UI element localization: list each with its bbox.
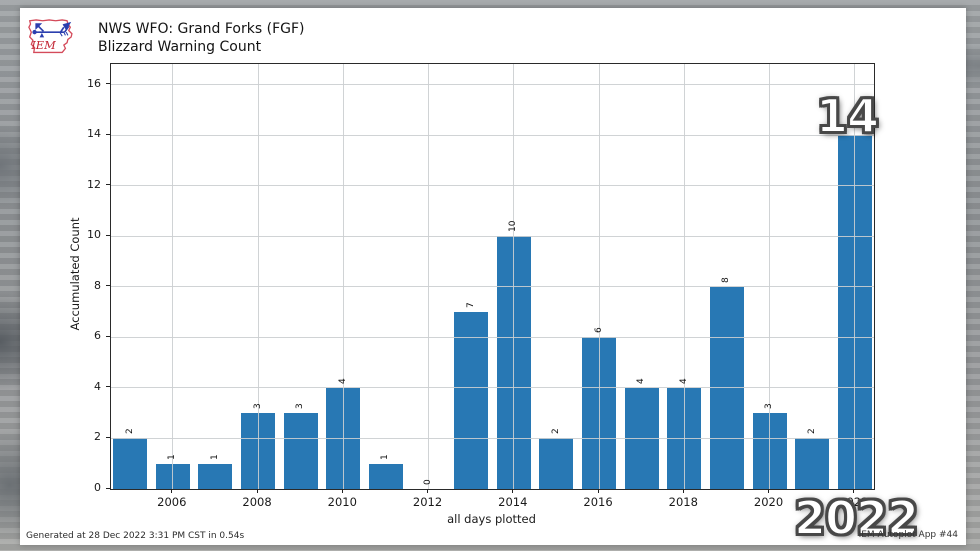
bar-value-label-2017: 4 — [636, 378, 647, 384]
bar-value-label-2019: 8 — [721, 277, 732, 283]
bar-value-label-2006: 1 — [167, 454, 178, 460]
gridline-x-2022 — [854, 64, 856, 489]
chart-title: NWS WFO: Grand Forks (FGF) Blizzard Warn… — [98, 20, 305, 56]
bar-value-label-2007: 1 — [209, 454, 220, 460]
y-tick-label-12: 12 — [87, 177, 101, 191]
gridline-x-2006 — [172, 64, 174, 489]
highlight-year-label: 2022 — [793, 491, 920, 545]
x-tick-label-2018: 2018 — [668, 495, 698, 509]
x-tick-label-2014: 2014 — [498, 495, 528, 509]
bar-2005 — [113, 438, 148, 489]
gridline-x-2012 — [428, 64, 430, 489]
highlight-value-label: 14 — [815, 89, 880, 143]
bar-value-label-2020: 3 — [764, 403, 775, 410]
gridline-y-8 — [111, 286, 874, 288]
y-tick-label-2: 2 — [94, 430, 101, 444]
plot-area: 2 1 1 3 3 4 1 0 7 10 2 6 4 4 8 3 2 — [110, 63, 875, 490]
chart-title-line2: Blizzard Warning Count — [98, 39, 262, 55]
bar-2009 — [283, 413, 318, 489]
x-axis-label: all days plotted — [447, 512, 536, 526]
gridline-y-2 — [111, 437, 874, 439]
gridline-x-2010 — [342, 64, 344, 489]
weather-vane-icon — [32, 21, 72, 38]
app-credit: IEM Autoplot App #44 — [858, 530, 958, 540]
bar-value-label-2016: 6 — [593, 327, 604, 334]
chart-title-line1: NWS WFO: Grand Forks (FGF) — [98, 21, 305, 37]
bar-value-label-2021: 2 — [806, 428, 817, 435]
y-tick-label-0: 0 — [94, 481, 101, 494]
iem-logo: IEM — [28, 19, 73, 54]
bar-2007 — [198, 463, 233, 489]
gridline-x-2018 — [683, 64, 685, 489]
bar-value-label-2012: 0 — [423, 479, 434, 485]
bar-2013 — [454, 312, 489, 489]
bar-2011 — [368, 463, 403, 489]
generated-timestamp: Generated at 28 Dec 2022 3:31 PM CST in … — [26, 531, 245, 541]
chart-panel: IEM NWS WFO: Grand Forks (FGF) Blizzard … — [20, 8, 966, 545]
x-tick-label-2010: 2010 — [327, 495, 357, 509]
y-tick-label-14: 14 — [87, 127, 101, 141]
y-tick-label-16: 16 — [87, 76, 101, 90]
x-tick-label-2016: 2016 — [583, 495, 613, 509]
bar-value-label-2018: 4 — [678, 378, 689, 384]
iem-logo-text: IEM — [30, 38, 56, 52]
x-tick-label-2020: 2020 — [753, 495, 784, 509]
bar-2021 — [795, 438, 830, 489]
gridline-y-4 — [111, 387, 874, 389]
bar-2015 — [539, 438, 574, 489]
bar-value-label-2013: 7 — [465, 302, 476, 309]
x-tick-label-2006: 2006 — [157, 495, 187, 509]
gridline-x-2016 — [598, 64, 600, 489]
y-axis-label: Accumulated Count — [68, 217, 82, 331]
gridline-y-12 — [111, 185, 874, 187]
bar-value-label-2014: 10 — [508, 221, 519, 233]
x-tick-label-2012: 2012 — [412, 495, 443, 509]
bar-value-label-2015: 2 — [550, 428, 561, 435]
y-tick-label-4: 4 — [94, 379, 101, 393]
bar-value-label-2010: 4 — [337, 378, 348, 384]
x-tick-label-2008: 2008 — [242, 495, 272, 509]
gridline-y-6 — [111, 336, 874, 338]
gridline-y-16 — [111, 84, 874, 86]
bar-value-label-2008: 3 — [252, 403, 263, 410]
gridline-x-2014 — [513, 64, 515, 489]
bar-value-label-2009: 3 — [295, 403, 306, 410]
gridline-x-2020 — [769, 64, 771, 489]
bar-value-label-2011: 1 — [380, 454, 391, 460]
gridline-y-10 — [111, 235, 874, 237]
gridline-x-2008 — [257, 64, 259, 489]
gridline-y-14 — [111, 134, 874, 136]
bar-value-label-2005: 2 — [124, 428, 135, 435]
